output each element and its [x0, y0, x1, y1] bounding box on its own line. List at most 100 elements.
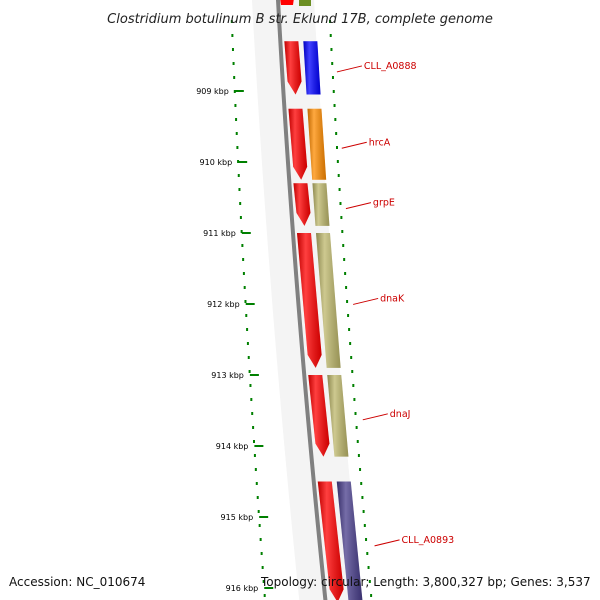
gene-layer	[280, 0, 363, 600]
gene-block-shade	[327, 375, 349, 457]
cds-arrow-shade	[284, 41, 302, 95]
axis-tick-label: 909 kbp	[196, 87, 229, 96]
gene-label: CLL_A0893	[402, 535, 455, 546]
cds-arrow-shade	[317, 481, 344, 600]
scale-dot	[242, 272, 245, 275]
outer-scale-dot	[338, 188, 341, 191]
scale-dot	[262, 580, 265, 583]
scale-dot	[256, 496, 259, 499]
cds-arrow-shade	[296, 233, 322, 368]
axis-tick-label: 911 kbp	[203, 229, 236, 238]
outer-scale-dot	[351, 370, 354, 373]
scale-dot	[247, 356, 250, 359]
axis-tick-label: 914 kbp	[216, 442, 249, 451]
gene-block-shade	[312, 183, 330, 226]
gene-label: dnaK	[380, 293, 405, 304]
scale-dot	[250, 398, 253, 401]
outer-scale-dot	[363, 524, 366, 527]
outer-scale-dot	[349, 342, 352, 345]
genome-backbone	[275, 0, 328, 600]
outer-scale-dot	[337, 174, 340, 177]
scale-dot	[235, 132, 238, 135]
gene-leader-line	[353, 297, 379, 305]
gene-leader-line	[345, 202, 372, 210]
scale-dot	[253, 454, 256, 457]
scale-dot	[252, 440, 255, 443]
scale-dot	[246, 342, 249, 345]
scale-dot	[252, 426, 255, 429]
scale-dot	[259, 538, 262, 541]
outer-scale-dot	[360, 482, 363, 485]
axis-tick-label: 916 kbp	[226, 584, 259, 593]
gene-block-shade	[336, 481, 363, 600]
axis-tick-label: 915 kbp	[221, 513, 254, 522]
gene-leader-line	[336, 65, 363, 73]
tick-layer: 909 kbp 910 kbp 911 kbp 912 kbp 913 kbp 914 k…	[196, 20, 373, 597]
outer-scale-dot	[365, 538, 368, 541]
outer-scale-dot	[339, 202, 342, 205]
outer-scale-dot	[345, 286, 348, 289]
outer-scale-dot	[357, 454, 360, 457]
scale-dot	[231, 34, 234, 37]
gene-label: hrcA	[369, 137, 391, 148]
scale-dot	[255, 482, 258, 485]
outer-scale-dot	[350, 356, 353, 359]
outer-scale-dot	[352, 384, 355, 387]
outer-scale-dot	[331, 62, 334, 65]
scale-dot	[260, 552, 263, 555]
outer-scale-dot	[356, 440, 359, 443]
scale-dot	[231, 48, 234, 51]
gene-block-shade	[307, 108, 327, 180]
cds-arrow-shade	[308, 375, 330, 457]
gene-label: dnaJ	[390, 409, 411, 420]
outer-scale-dot	[332, 90, 335, 93]
outer-scale-dot	[329, 20, 332, 23]
gene-label: grpE	[373, 198, 395, 209]
axis-tick-label: 913 kbp	[211, 371, 244, 380]
outer-scale-dot	[361, 496, 364, 499]
scale-dot	[237, 160, 240, 163]
gene-block-shade	[303, 41, 321, 95]
scale-dot	[263, 594, 266, 597]
scale-dot	[258, 524, 261, 527]
scale-dot	[254, 468, 257, 471]
outer-scale-dot	[342, 244, 345, 247]
outer-scale-dot	[330, 48, 333, 51]
cds-arrow-shade	[288, 108, 308, 180]
outer-scale-dot	[344, 272, 347, 275]
scale-dot	[234, 104, 237, 107]
label-layer: CLL_A0888 hrcA grpE dnaK dnaJ CLL_A0893	[336, 61, 455, 547]
outer-scale-dot	[341, 230, 344, 233]
cds-arrow-shade	[293, 183, 311, 226]
scale-dot	[242, 258, 245, 261]
scale-dot	[239, 202, 242, 205]
scale-dot	[249, 384, 252, 387]
scale-dot	[233, 90, 236, 93]
scale-dot	[240, 230, 243, 233]
outer-scale-dot	[367, 566, 370, 569]
outer-scale-dot	[359, 468, 362, 471]
genome-summary: Topology: circular; Length: 3,800,327 bp…	[261, 575, 591, 589]
axis-tick-label: 910 kbp	[200, 158, 233, 167]
scale-dot	[257, 510, 260, 513]
scale-dot	[238, 188, 241, 191]
gene-leader-line	[362, 413, 388, 421]
gene-leader-line	[374, 539, 400, 547]
scale-dot	[237, 174, 240, 177]
gene-label: CLL_A0888	[364, 61, 417, 72]
scale-dot	[261, 566, 264, 569]
scale-dot	[248, 370, 251, 373]
gene-leader-line	[341, 141, 367, 149]
outer-scale-dot	[336, 160, 339, 163]
outer-scale-dot	[347, 314, 350, 317]
outer-scale-dot	[343, 258, 346, 261]
top-gene-fragment	[299, 0, 311, 6]
axis-tick-label: 912 kbp	[207, 300, 240, 309]
scale-dot	[233, 76, 236, 79]
outer-scale-dot	[334, 118, 337, 121]
outer-scale-dot	[370, 594, 373, 597]
outer-scale-dot	[333, 104, 336, 107]
outer-scale-dot	[362, 510, 365, 513]
outer-scale-dot	[368, 580, 371, 583]
